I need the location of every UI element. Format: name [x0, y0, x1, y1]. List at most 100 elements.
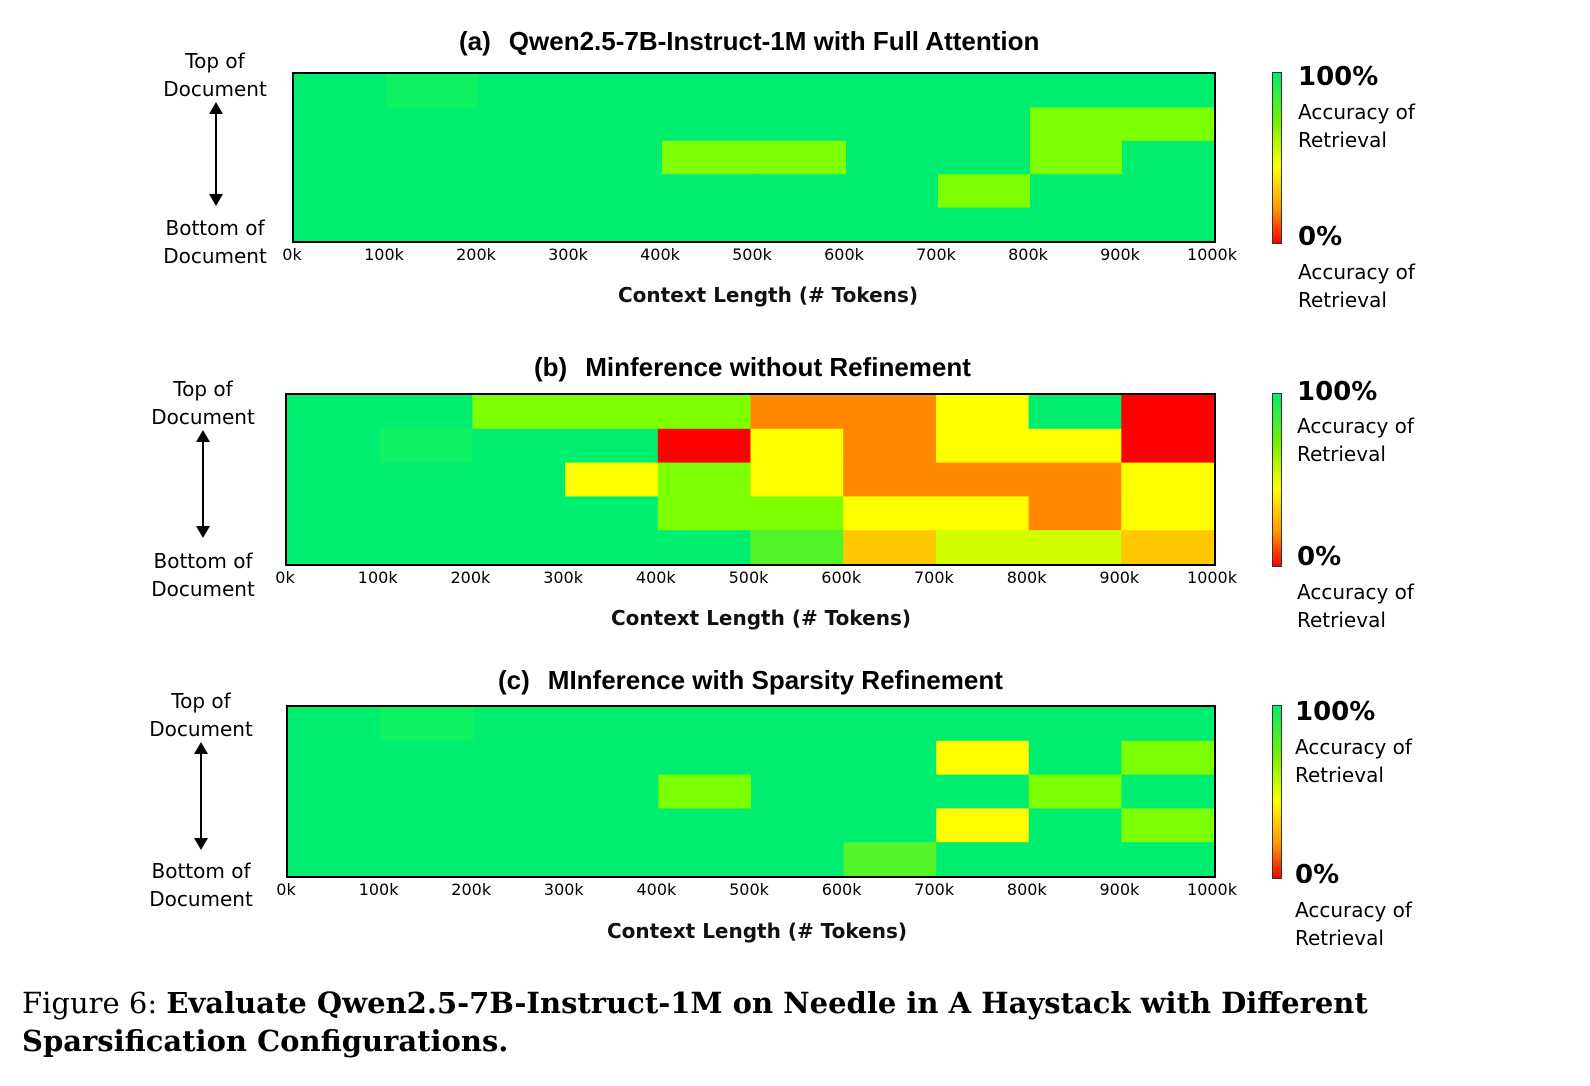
heatmap-cell: [751, 842, 845, 876]
colorbar: [1272, 705, 1282, 879]
x-tick-label: 900k: [1099, 880, 1140, 899]
heatmap-cell: [751, 707, 845, 742]
heatmap-cell: [846, 140, 939, 175]
heatmap-cell: [657, 395, 752, 430]
heatmap-cell: [1028, 428, 1122, 464]
heatmap-cell: [1028, 842, 1122, 876]
panel-title: (c) MInference with Sparsity Refinement: [498, 665, 1003, 696]
heatmap-cell: [938, 174, 1031, 209]
heatmap-cell: [1122, 207, 1214, 241]
heatmap-cell: [287, 530, 381, 564]
heatmap-cell: [565, 774, 659, 809]
heatmap-cell: [658, 774, 752, 809]
colorbar-max-label: 100%: [1298, 62, 1379, 92]
panel-title-text: Minference without Refinement: [585, 352, 971, 382]
heatmap-cell: [936, 808, 1030, 843]
heatmap-cell: [478, 74, 571, 108]
heatmap-cell: [843, 530, 937, 564]
heatmap-cell: [662, 107, 755, 142]
heatmap-cell: [565, 530, 659, 564]
colorbar-min-caption: Accuracy of Retrieval: [1298, 260, 1415, 312]
heatmap-cell: [754, 107, 847, 142]
heatmap-cell: [380, 707, 474, 742]
heatmap-cell: [750, 496, 844, 531]
heatmap-cell: [1028, 462, 1122, 497]
heatmap-cell: [380, 842, 474, 876]
heatmap-cell: [570, 74, 663, 108]
heatmap-cell: [294, 140, 387, 175]
x-tick-label: 400k: [635, 568, 676, 587]
colorbar-min-label: 0%: [1297, 542, 1342, 572]
heatmap-cell: [1122, 74, 1214, 108]
colorbar-min-label: 0%: [1298, 222, 1343, 252]
heatmap-cell: [565, 496, 659, 531]
heatmap-cell: [472, 496, 566, 531]
x-tick-label: 900k: [1100, 245, 1140, 264]
heatmap-cell: [570, 107, 663, 142]
heatmap-cell: [288, 774, 382, 809]
heatmap-cell: [935, 530, 1030, 564]
x-tick-label: 300k: [543, 880, 584, 899]
heatmap-cell: [843, 707, 937, 742]
heatmap-cell: [750, 395, 844, 430]
x-tick-label: 200k: [450, 568, 491, 587]
heatmap-cell: [846, 74, 939, 108]
heatmap-cell: [1030, 140, 1123, 175]
heatmap-cell: [846, 174, 939, 209]
heatmap-cell: [1030, 74, 1123, 108]
heatmap-cell: [380, 774, 474, 809]
heatmap-cell: [751, 740, 845, 776]
heatmap-cell: [294, 74, 387, 108]
colorbar-max-caption: Accuracy of Retrieval: [1298, 100, 1415, 152]
heatmap-cell: [379, 395, 473, 430]
heatmap-cell: [287, 395, 381, 430]
heatmap-cell: [935, 428, 1030, 464]
x-tick-label: 600k: [821, 568, 862, 587]
heatmap-cell: [473, 740, 567, 776]
heatmap-cell: [1028, 395, 1122, 430]
heatmap-cell: [658, 740, 752, 776]
heatmap-cell: [1028, 496, 1122, 531]
heatmap-cell: [750, 462, 844, 497]
ylabel-bottom: Bottom of Document: [163, 216, 267, 268]
x-tick-label: 200k: [451, 880, 492, 899]
heatmap-cell: [843, 395, 937, 430]
panel-title-text: MInference with Sparsity Refinement: [547, 665, 1003, 695]
caption-text: Evaluate Qwen2.5-7B-Instruct-1M on Needl…: [22, 986, 1368, 1058]
x-tick-label: 1000k: [1187, 880, 1237, 899]
heatmap-cell: [938, 107, 1031, 142]
heatmap-grid: [285, 393, 1216, 566]
colorbar-max-label: 100%: [1295, 697, 1376, 727]
x-tick-label: 700k: [916, 245, 956, 264]
heatmap-cell: [565, 808, 659, 843]
heatmap-cell: [565, 740, 659, 776]
heatmap-cell: [294, 174, 387, 209]
heatmap-cell: [751, 774, 845, 809]
colorbar-max-caption: Accuracy of Retrieval: [1297, 414, 1414, 466]
heatmap-svg: [294, 74, 1214, 241]
heatmap-cell: [843, 808, 937, 843]
x-tick-label: 100k: [358, 880, 399, 899]
heatmap-cell: [1121, 428, 1214, 464]
heatmap-cell: [288, 740, 382, 776]
heatmap-cell: [750, 530, 844, 564]
heatmap-cell: [288, 808, 382, 843]
heatmap-cell: [750, 428, 844, 464]
heatmap-cell: [936, 842, 1030, 876]
heatmap-cell: [846, 107, 939, 142]
heatmap-cell: [935, 496, 1030, 531]
heatmap-cell: [658, 808, 752, 843]
heatmap-cell: [570, 207, 663, 241]
heatmap-cell: [478, 107, 571, 142]
figure-caption: Figure 6: Evaluate Qwen2.5-7B-Instruct-1…: [22, 984, 1562, 1060]
heatmap-cell: [1121, 707, 1214, 742]
heatmap-cell: [473, 707, 567, 742]
panel-title: (b) Minference without Refinement: [534, 352, 971, 383]
x-axis-label: Context Length (# Tokens): [617, 283, 919, 307]
heatmap-cell: [658, 842, 752, 876]
heatmap-cell: [565, 842, 659, 876]
heatmap-cell: [1121, 774, 1214, 809]
colorbar-max-label: 100%: [1297, 377, 1378, 407]
heatmap-cell: [478, 207, 571, 241]
heatmap-cell: [843, 428, 937, 464]
